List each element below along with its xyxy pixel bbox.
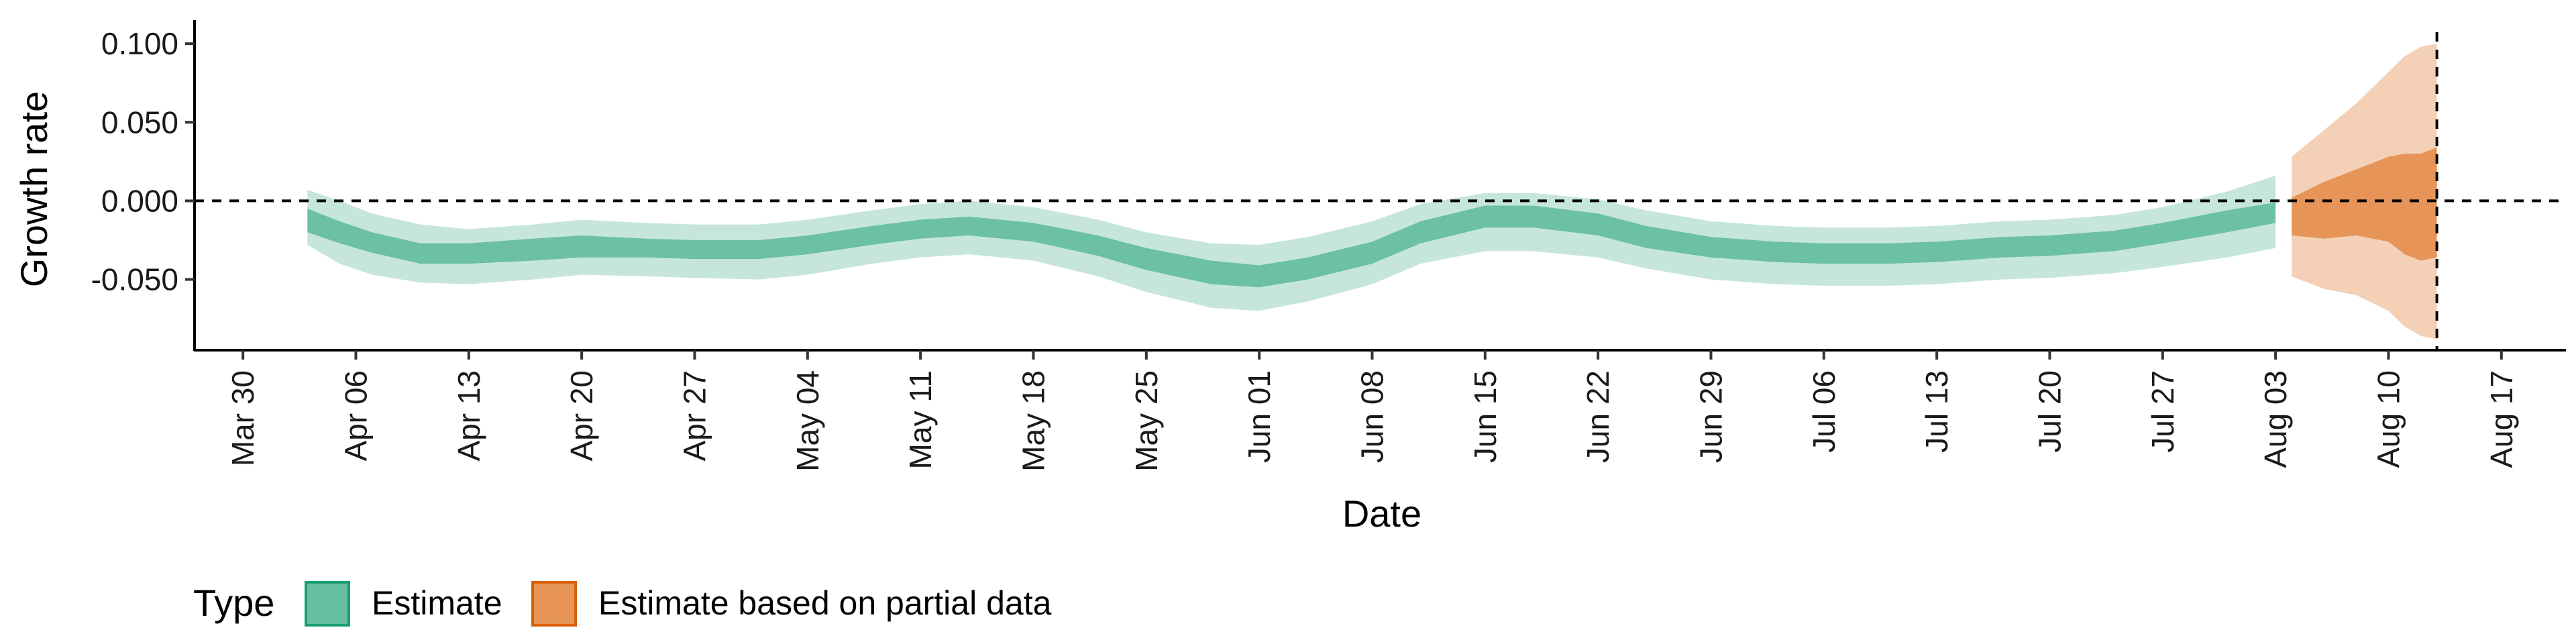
- x-tick-label: Apr 20: [564, 370, 599, 462]
- x-tick-label: Apr 27: [678, 370, 712, 462]
- x-tick-label: Apr 06: [339, 370, 374, 462]
- y-axis-ticks: -0.050 0.000 0.050 0.100: [91, 26, 195, 297]
- legend-label-partial: Estimate based on partial data: [598, 584, 1052, 622]
- x-tick-label: Jun 01: [1242, 370, 1277, 463]
- y-tick-label: 0.100: [101, 26, 178, 61]
- x-tick-label: Jun 08: [1355, 370, 1390, 463]
- x-tick-label: Mar 30: [225, 370, 260, 466]
- y-tick-label: 0.000: [101, 183, 178, 218]
- x-tick-label: May 18: [1016, 370, 1051, 472]
- x-tick-label: Jun 29: [1694, 370, 1729, 463]
- legend-title: Type: [193, 582, 274, 624]
- x-tick-label: Jun 22: [1580, 370, 1615, 463]
- x-tick-label: May 04: [790, 370, 825, 472]
- x-tick-label: Jul 13: [1919, 370, 1954, 453]
- legend-swatch-estimate: [305, 581, 350, 627]
- y-tick-label: 0.050: [101, 105, 178, 140]
- x-tick-label: Apr 13: [451, 370, 486, 462]
- y-axis-title: Growth rate: [13, 91, 55, 288]
- y-tick-label: -0.050: [91, 262, 178, 297]
- estimate-outer-band: [307, 175, 2276, 311]
- partial-inner-band: [2292, 147, 2437, 261]
- legend-swatch-partial: [531, 581, 577, 627]
- x-tick-label: Jul 27: [2145, 370, 2180, 453]
- x-tick-label: May 25: [1129, 370, 1164, 472]
- x-tick-label: Jul 06: [1807, 370, 1841, 453]
- reference-lines: [195, 32, 2566, 350]
- x-tick-label: May 11: [903, 370, 938, 469]
- x-tick-label: Aug 03: [2258, 370, 2293, 468]
- estimate-bands: [307, 44, 2437, 339]
- legend-label-estimate: Estimate: [372, 584, 502, 622]
- estimate-inner-band: [307, 202, 2276, 288]
- legend: Type Estimate Estimate based on partial …: [193, 581, 1052, 627]
- x-axis-title: Date: [1342, 492, 1421, 535]
- x-tick-label: Jul 20: [2033, 370, 2068, 453]
- x-tick-label: Aug 10: [2371, 370, 2406, 468]
- x-axis-ticks: Mar 30 Apr 06 Apr 13 Apr 20 Apr 27 May 04 May …: [225, 350, 2519, 472]
- axes: [193, 20, 2566, 352]
- x-tick-label: Jun 15: [1468, 370, 1503, 463]
- x-tick-label: Aug 17: [2484, 370, 2519, 468]
